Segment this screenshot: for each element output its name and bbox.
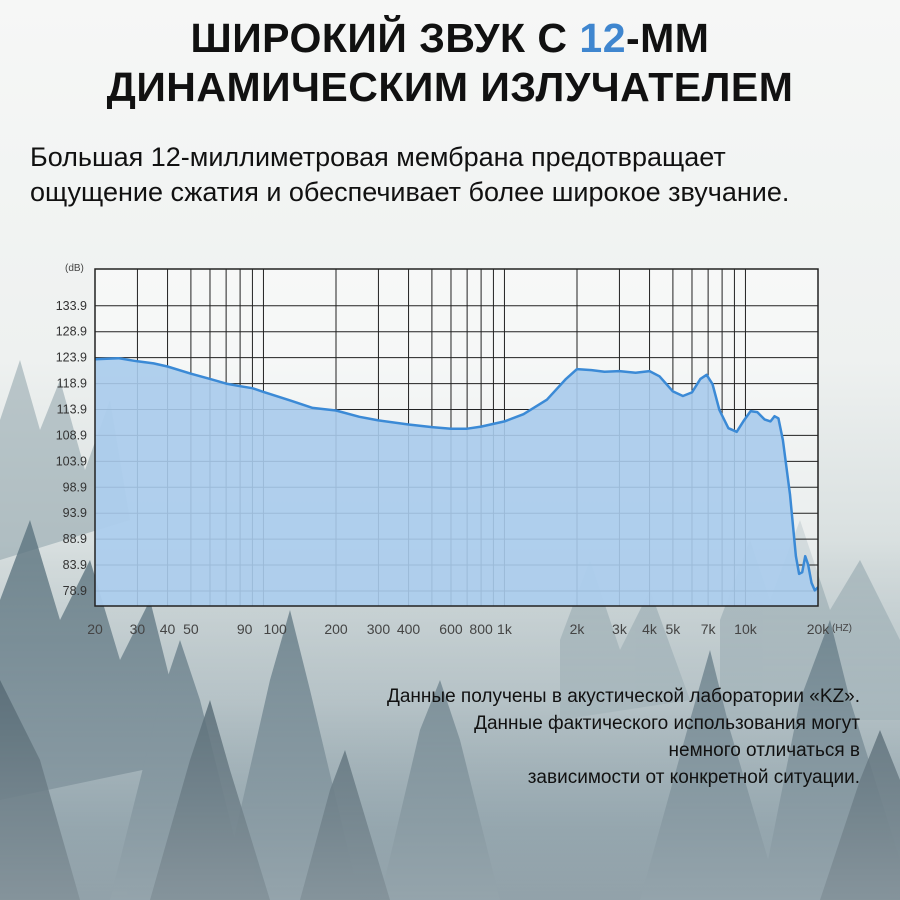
x-tick-label: 200 <box>324 621 348 637</box>
y-tick-label: 98.9 <box>63 480 87 494</box>
lab-note-line-1: Данные получены в акустической лаборатор… <box>387 686 860 707</box>
subtitle-line-1: Большая 12-миллиметровая мембрана предот… <box>30 142 726 172</box>
x-tick-label: 300 <box>367 621 391 637</box>
y-tick-label: 123.9 <box>56 351 87 365</box>
x-tick-label: 4k <box>642 621 658 637</box>
headline-accent-number: 12 <box>579 15 626 61</box>
y-tick-label: 83.9 <box>63 558 87 572</box>
headline-line-1: ШИРОКИЙ ЗВУК С 12-ММ <box>0 14 900 63</box>
y-tick-label: 113.9 <box>57 403 87 417</box>
headline-text-1-suffix: -ММ <box>626 15 710 61</box>
x-tick-label: 400 <box>397 621 421 637</box>
lab-note-line-3: немного отличаться в <box>668 740 860 761</box>
x-tick-label: 90 <box>237 621 253 637</box>
x-tick-label: 20k <box>807 621 831 637</box>
x-tick-label: 5k <box>666 621 682 637</box>
response-area <box>95 358 818 606</box>
x-tick-label: 1k <box>497 621 513 637</box>
x-unit-label: (HZ) <box>832 623 852 634</box>
lab-note: Данные получены в акустической лаборатор… <box>260 683 860 791</box>
x-tick-label: 20 <box>87 621 103 637</box>
headline: ШИРОКИЙ ЗВУК С 12-ММ ДИНАМИЧЕСКИМ ИЗЛУЧА… <box>0 14 900 112</box>
y-tick-label: 78.9 <box>63 584 87 598</box>
x-tick-label: 7k <box>701 621 717 637</box>
y-unit-label: (dB) <box>65 263 84 274</box>
y-tick-label: 128.9 <box>56 325 87 339</box>
y-tick-label: 88.9 <box>63 532 87 546</box>
x-tick-label: 100 <box>263 621 287 637</box>
frequency-response-chart: (dB) (HZ) 133.9 128.9 123.9 118.9 113.9 108.9… <box>56 263 852 637</box>
lab-note-line-4: зависимости от конкретной ситуации. <box>527 767 860 788</box>
y-tick-label: 118.9 <box>57 377 87 391</box>
x-tick-label: 3k <box>612 621 628 637</box>
subtitle-line-2: ощущение сжатия и обеспечивает более шир… <box>30 177 790 207</box>
x-tick-label: 10k <box>734 621 758 637</box>
x-tick-label: 30 <box>130 621 146 637</box>
subtitle: Большая 12-миллиметровая мембрана предот… <box>30 140 880 210</box>
y-tick-label: 133.9 <box>56 299 87 313</box>
headline-line-2: ДИНАМИЧЕСКИМ ИЗЛУЧАТЕЛЕМ <box>106 64 794 110</box>
x-tick-label: 600 <box>439 621 463 637</box>
y-tick-labels: 133.9 128.9 123.9 118.9 113.9 108.9 103.9 98.9 9… <box>56 299 87 598</box>
response-line <box>94 356 819 592</box>
y-tick-label: 93.9 <box>63 506 87 520</box>
y-tick-label: 103.9 <box>56 454 87 468</box>
lab-note-line-2: Данные фактического использования могут <box>474 713 860 734</box>
x-tick-label: 40 <box>160 621 176 637</box>
x-tick-label: 800 <box>469 621 493 637</box>
y-tick-label: 108.9 <box>56 428 87 442</box>
x-tick-label: 2k <box>570 621 586 637</box>
plot-frame <box>94 268 819 607</box>
x-tick-label: 50 <box>183 621 199 637</box>
x-tick-labels: 20 30 40 50 90 100 200 300 400 600 800 1k 2k 3k 4k 5k 7k… <box>87 621 830 637</box>
headline-text-1: ШИРОКИЙ ЗВУК С <box>190 15 580 61</box>
